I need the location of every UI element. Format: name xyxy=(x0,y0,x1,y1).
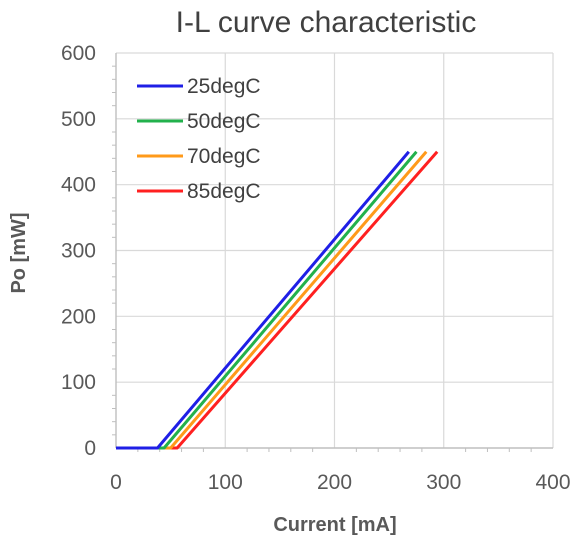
y-tick-label: 600 xyxy=(61,42,96,65)
y-tick-label: 500 xyxy=(61,108,96,131)
x-tick-label: 0 xyxy=(110,471,122,494)
legend: 25degC 50degC 70degC 85degC xyxy=(137,75,261,203)
x-tick-label: 100 xyxy=(208,471,243,494)
legend-label: 25degC xyxy=(187,75,261,98)
legend-label: 50degC xyxy=(187,110,261,133)
legend-label: 70degC xyxy=(187,145,261,168)
chart-title: I-L curve characteristic xyxy=(176,6,477,39)
series-layer xyxy=(116,150,439,450)
y-tick-label: 300 xyxy=(61,240,96,263)
axis-layer xyxy=(112,53,553,452)
y-tick-label: 0 xyxy=(84,437,96,460)
y-axis-title: Po [mW] xyxy=(8,212,30,293)
y-tick-label: 200 xyxy=(61,305,96,328)
y-tick-label: 100 xyxy=(61,371,96,394)
tick-label-layer: 0 100 200 300 400 0 100 200 300 400 500 600 xyxy=(61,42,571,494)
x-axis-title: Current [mA] xyxy=(273,514,396,536)
y-tick-label: 400 xyxy=(61,174,96,197)
legend-label: 85degC xyxy=(187,180,261,203)
x-tick-label: 400 xyxy=(535,471,570,494)
series-line-25degC xyxy=(116,150,410,450)
x-tick-label: 300 xyxy=(426,471,461,494)
x-tick-label: 200 xyxy=(317,471,352,494)
grid-layer xyxy=(116,52,554,448)
